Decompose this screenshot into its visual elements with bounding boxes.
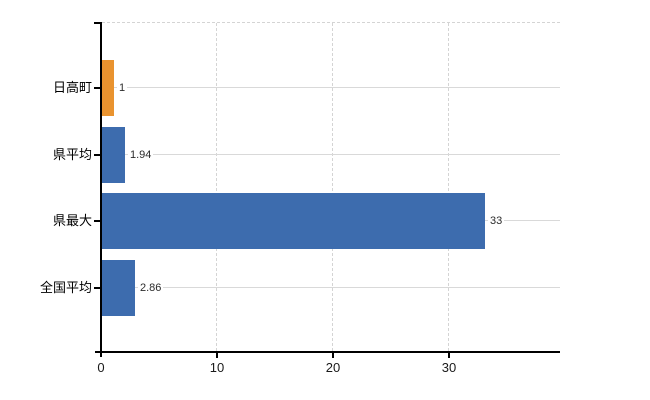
x-axis-tick-label: 10 bbox=[209, 360, 225, 375]
bar-national-average bbox=[102, 260, 135, 316]
x-axis-tick-label: 0 bbox=[97, 360, 105, 375]
bar-value-label: 1.94 bbox=[128, 148, 154, 162]
y-axis-line bbox=[100, 22, 102, 357]
x-axis-tick-label: 20 bbox=[325, 360, 341, 375]
y-axis-top-tick bbox=[94, 22, 102, 24]
bar-pref-average bbox=[102, 127, 125, 183]
bar-pref-max bbox=[102, 193, 485, 249]
vertical-gridline bbox=[332, 23, 333, 351]
y-axis-label: 県最大 bbox=[52, 213, 92, 228]
category-tick bbox=[94, 154, 101, 156]
bar-value-label: 33 bbox=[488, 214, 505, 228]
x-axis-line bbox=[95, 351, 560, 353]
x-axis-tick-label: 30 bbox=[441, 360, 457, 375]
bar-hidaka bbox=[102, 60, 114, 116]
category-tick bbox=[94, 287, 101, 289]
y-axis-label: 全国平均 bbox=[39, 280, 92, 295]
x-axis-tick bbox=[216, 353, 218, 358]
plot-top-border bbox=[102, 22, 560, 23]
bar-value-label: 2.86 bbox=[138, 281, 164, 295]
horizontal-gridline bbox=[102, 287, 560, 288]
y-axis-label: 県平均 bbox=[52, 147, 92, 162]
vertical-gridline bbox=[216, 23, 217, 351]
horizontal-gridline bbox=[102, 154, 560, 155]
y-axis-label: 日高町 bbox=[52, 80, 92, 95]
bar-value-label: 1 bbox=[117, 81, 128, 95]
horizontal-gridline bbox=[102, 87, 560, 88]
category-tick bbox=[94, 220, 101, 222]
vertical-gridline bbox=[448, 23, 449, 351]
category-tick bbox=[94, 87, 101, 89]
x-axis-tick bbox=[332, 353, 334, 358]
x-axis-tick bbox=[448, 353, 450, 358]
